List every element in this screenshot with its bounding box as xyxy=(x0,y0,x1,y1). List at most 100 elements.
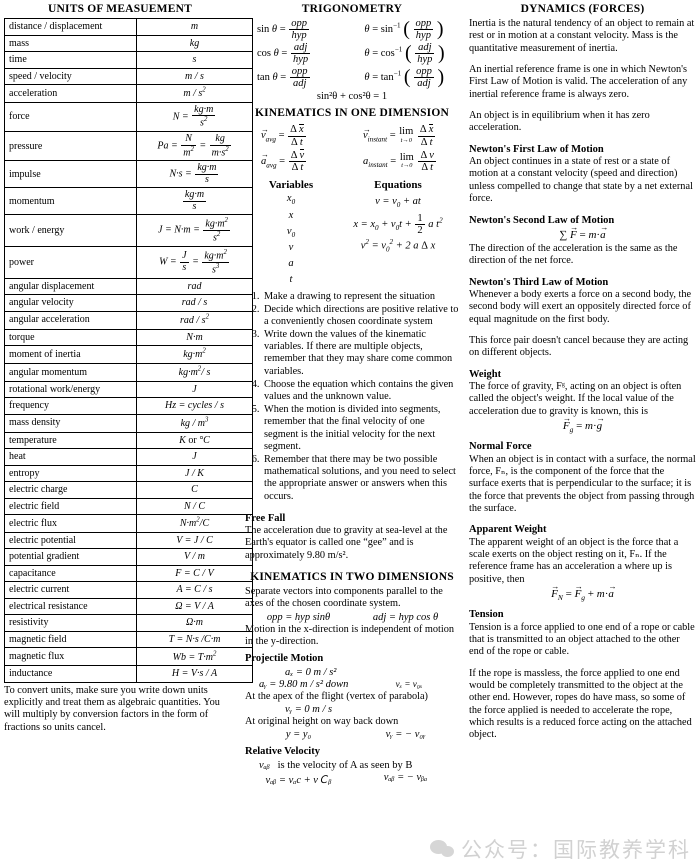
trig-tan-definition: tan θ = opp adj xyxy=(257,66,310,90)
unit-value: kg·m s xyxy=(136,187,253,216)
kinematics-definitions: vavg = Δ xΔ t aavg = Δ vΔ t vinstant = l… xyxy=(245,122,459,175)
unit-quantity: mass xyxy=(4,34,137,52)
newtons-second-law-title: Newton's Second Law of Motion xyxy=(469,214,615,226)
equations-header: Equations xyxy=(374,179,422,192)
unit-quantity: distance / displacement xyxy=(4,18,137,36)
table-row: frequency Hz = cycles / s xyxy=(4,397,253,415)
table-row: electric field N / C xyxy=(4,497,253,516)
newtons-third-law-title: Newton's Third Law of Motion xyxy=(469,276,609,288)
trig-row-cos: cos θ = adj hyp θ = cos−1 ( adj hyp ) xyxy=(245,42,459,65)
unit-value: Ω = V / A xyxy=(136,597,253,616)
table-row: capacitance F = C / V xyxy=(4,564,253,583)
unit-value: V = J / C xyxy=(136,531,253,550)
newtons-second-law-equation: ∑ F = m·a xyxy=(469,224,696,241)
table-row: electric potential V = J / C xyxy=(4,531,253,550)
newtons-first-law-title: Newton's First Law of Motion xyxy=(469,143,604,155)
variable-item: v xyxy=(288,242,294,254)
limit-subscript: t→0 xyxy=(400,136,412,144)
unit-value: H = V·s / A xyxy=(136,665,253,683)
unit-quantity: inductance xyxy=(4,665,137,683)
list-item: Write down the values of the kinematic v… xyxy=(262,329,459,378)
unit-value: T = N·s /C·m xyxy=(136,630,253,649)
units-table-body: distance / displacement m mass kg time s sp… xyxy=(4,18,253,683)
newtons-first-law-text: An object continues in a state of rest o… xyxy=(469,156,693,205)
unit-value: rad / s2 xyxy=(136,310,253,330)
relative-velocity-symbol: vₐᵦ xyxy=(259,759,270,771)
variables-equations-headers: Variables Equations xyxy=(245,179,459,191)
unit-quantity: electrical resistance xyxy=(4,597,137,616)
unit-value: V / m xyxy=(136,548,253,566)
relative-velocity-title: Relative Velocity xyxy=(245,746,320,758)
trig-sin-definition: sin θ = opp hyp xyxy=(257,18,309,42)
table-row: momentum kg·m s xyxy=(4,187,253,216)
table-row: electric charge C xyxy=(4,481,253,499)
v-avg-subscript: avg xyxy=(265,135,276,144)
kinematics-2d-intro: Separate vectors into components paralle… xyxy=(245,585,443,610)
apparent-weight-text: The apparent weight of an object is the … xyxy=(469,536,679,585)
normal-force-title: Normal Force xyxy=(469,441,532,453)
unit-value: J / K xyxy=(136,464,253,483)
unit-value: N = kg·m s2 xyxy=(136,101,253,133)
unit-quantity: heat xyxy=(4,448,137,466)
equilibrium-text: An object is in equilibrium when it has … xyxy=(469,110,650,134)
table-row: resistivity Ω·m xyxy=(4,614,253,632)
variables-header: Variables xyxy=(268,179,314,192)
unit-value: kg·m2/ s xyxy=(136,362,253,382)
unit-value: s xyxy=(136,51,253,69)
projectile-ax-equation: aₓ = 0 m / s² xyxy=(285,666,337,678)
adj-component-equation: adj = hyp cos θ xyxy=(372,611,439,623)
table-row: distance / displacement m xyxy=(4,18,253,36)
unit-quantity: time xyxy=(4,51,137,69)
unit-quantity: power xyxy=(4,246,137,279)
unit-quantity: temperature xyxy=(4,431,137,450)
unit-value: J xyxy=(136,380,253,399)
unit-value: N·m xyxy=(136,328,253,347)
inertia-text: Inertia is the natural tendency of an ob… xyxy=(469,18,695,54)
table-row: inductance H = V·s / A xyxy=(4,665,253,683)
unit-quantity: electric field xyxy=(4,497,137,516)
kinematic-equation-3: v2 = v02 + 2 a Δ x xyxy=(360,237,436,254)
table-row: angular momentum kg·m2/ s xyxy=(4,362,253,382)
table-row: impulse N·s = kg·m s xyxy=(4,160,253,189)
table-row: rotational work/energy J xyxy=(4,380,253,399)
weight-title: Weight xyxy=(469,368,502,380)
unit-value: N·s = kg·m s xyxy=(136,160,253,189)
tension-title: Tension xyxy=(469,609,504,621)
unit-quantity: capacitance xyxy=(4,564,137,583)
unit-quantity: work / energy xyxy=(4,214,137,248)
unit-quantity: angular acceleration xyxy=(4,310,137,330)
unit-value: C xyxy=(136,481,253,499)
variables-equations-body: x0 x v0 v a t v = v0 + at x = x0 + v0t +… xyxy=(245,191,459,288)
list-item: Decide which directions are positive rel… xyxy=(262,304,459,329)
projectile-motion-title: Projectile Motion xyxy=(245,653,324,665)
projectile-apex-text: At the apex of the flight (vertex of par… xyxy=(245,690,428,702)
relative-velocity-def-text: is the velocity of A as seen by B xyxy=(277,759,413,771)
units-column: UNITS OF MEASUEMENT distance / displacem… xyxy=(4,3,253,866)
unit-quantity: speed / velocity xyxy=(4,67,137,85)
average-acceleration-equation: aavg = Δ vΔ t xyxy=(261,149,357,174)
unit-quantity: frequency xyxy=(4,397,137,415)
table-row: acceleration m / s2 xyxy=(4,84,253,103)
unit-quantity: angular momentum xyxy=(4,362,137,382)
opp-component-equation: opp = hyp sinθ xyxy=(266,611,331,623)
table-row: moment of inertia kg·m2 xyxy=(4,345,253,364)
unit-quantity: electric flux xyxy=(4,514,137,533)
unit-value: J = N·m = kg·m2 s2 xyxy=(136,214,253,248)
unit-value: N / C xyxy=(136,497,253,516)
table-row: electric flux N·m2/C xyxy=(4,514,253,533)
unit-quantity: resistivity xyxy=(4,614,137,632)
average-velocity-equation: vavg = Δ xΔ t xyxy=(261,123,357,148)
list-item: Choose the equation which contains the g… xyxy=(262,379,459,404)
unit-value: Hz = cycles / s xyxy=(136,397,253,415)
table-row: angular acceleration rad / s2 xyxy=(4,310,253,330)
variable-item: a xyxy=(288,258,294,270)
motion-independence-text: Motion in the x-direction is independent… xyxy=(245,623,455,647)
unit-quantity: momentum xyxy=(4,187,137,216)
